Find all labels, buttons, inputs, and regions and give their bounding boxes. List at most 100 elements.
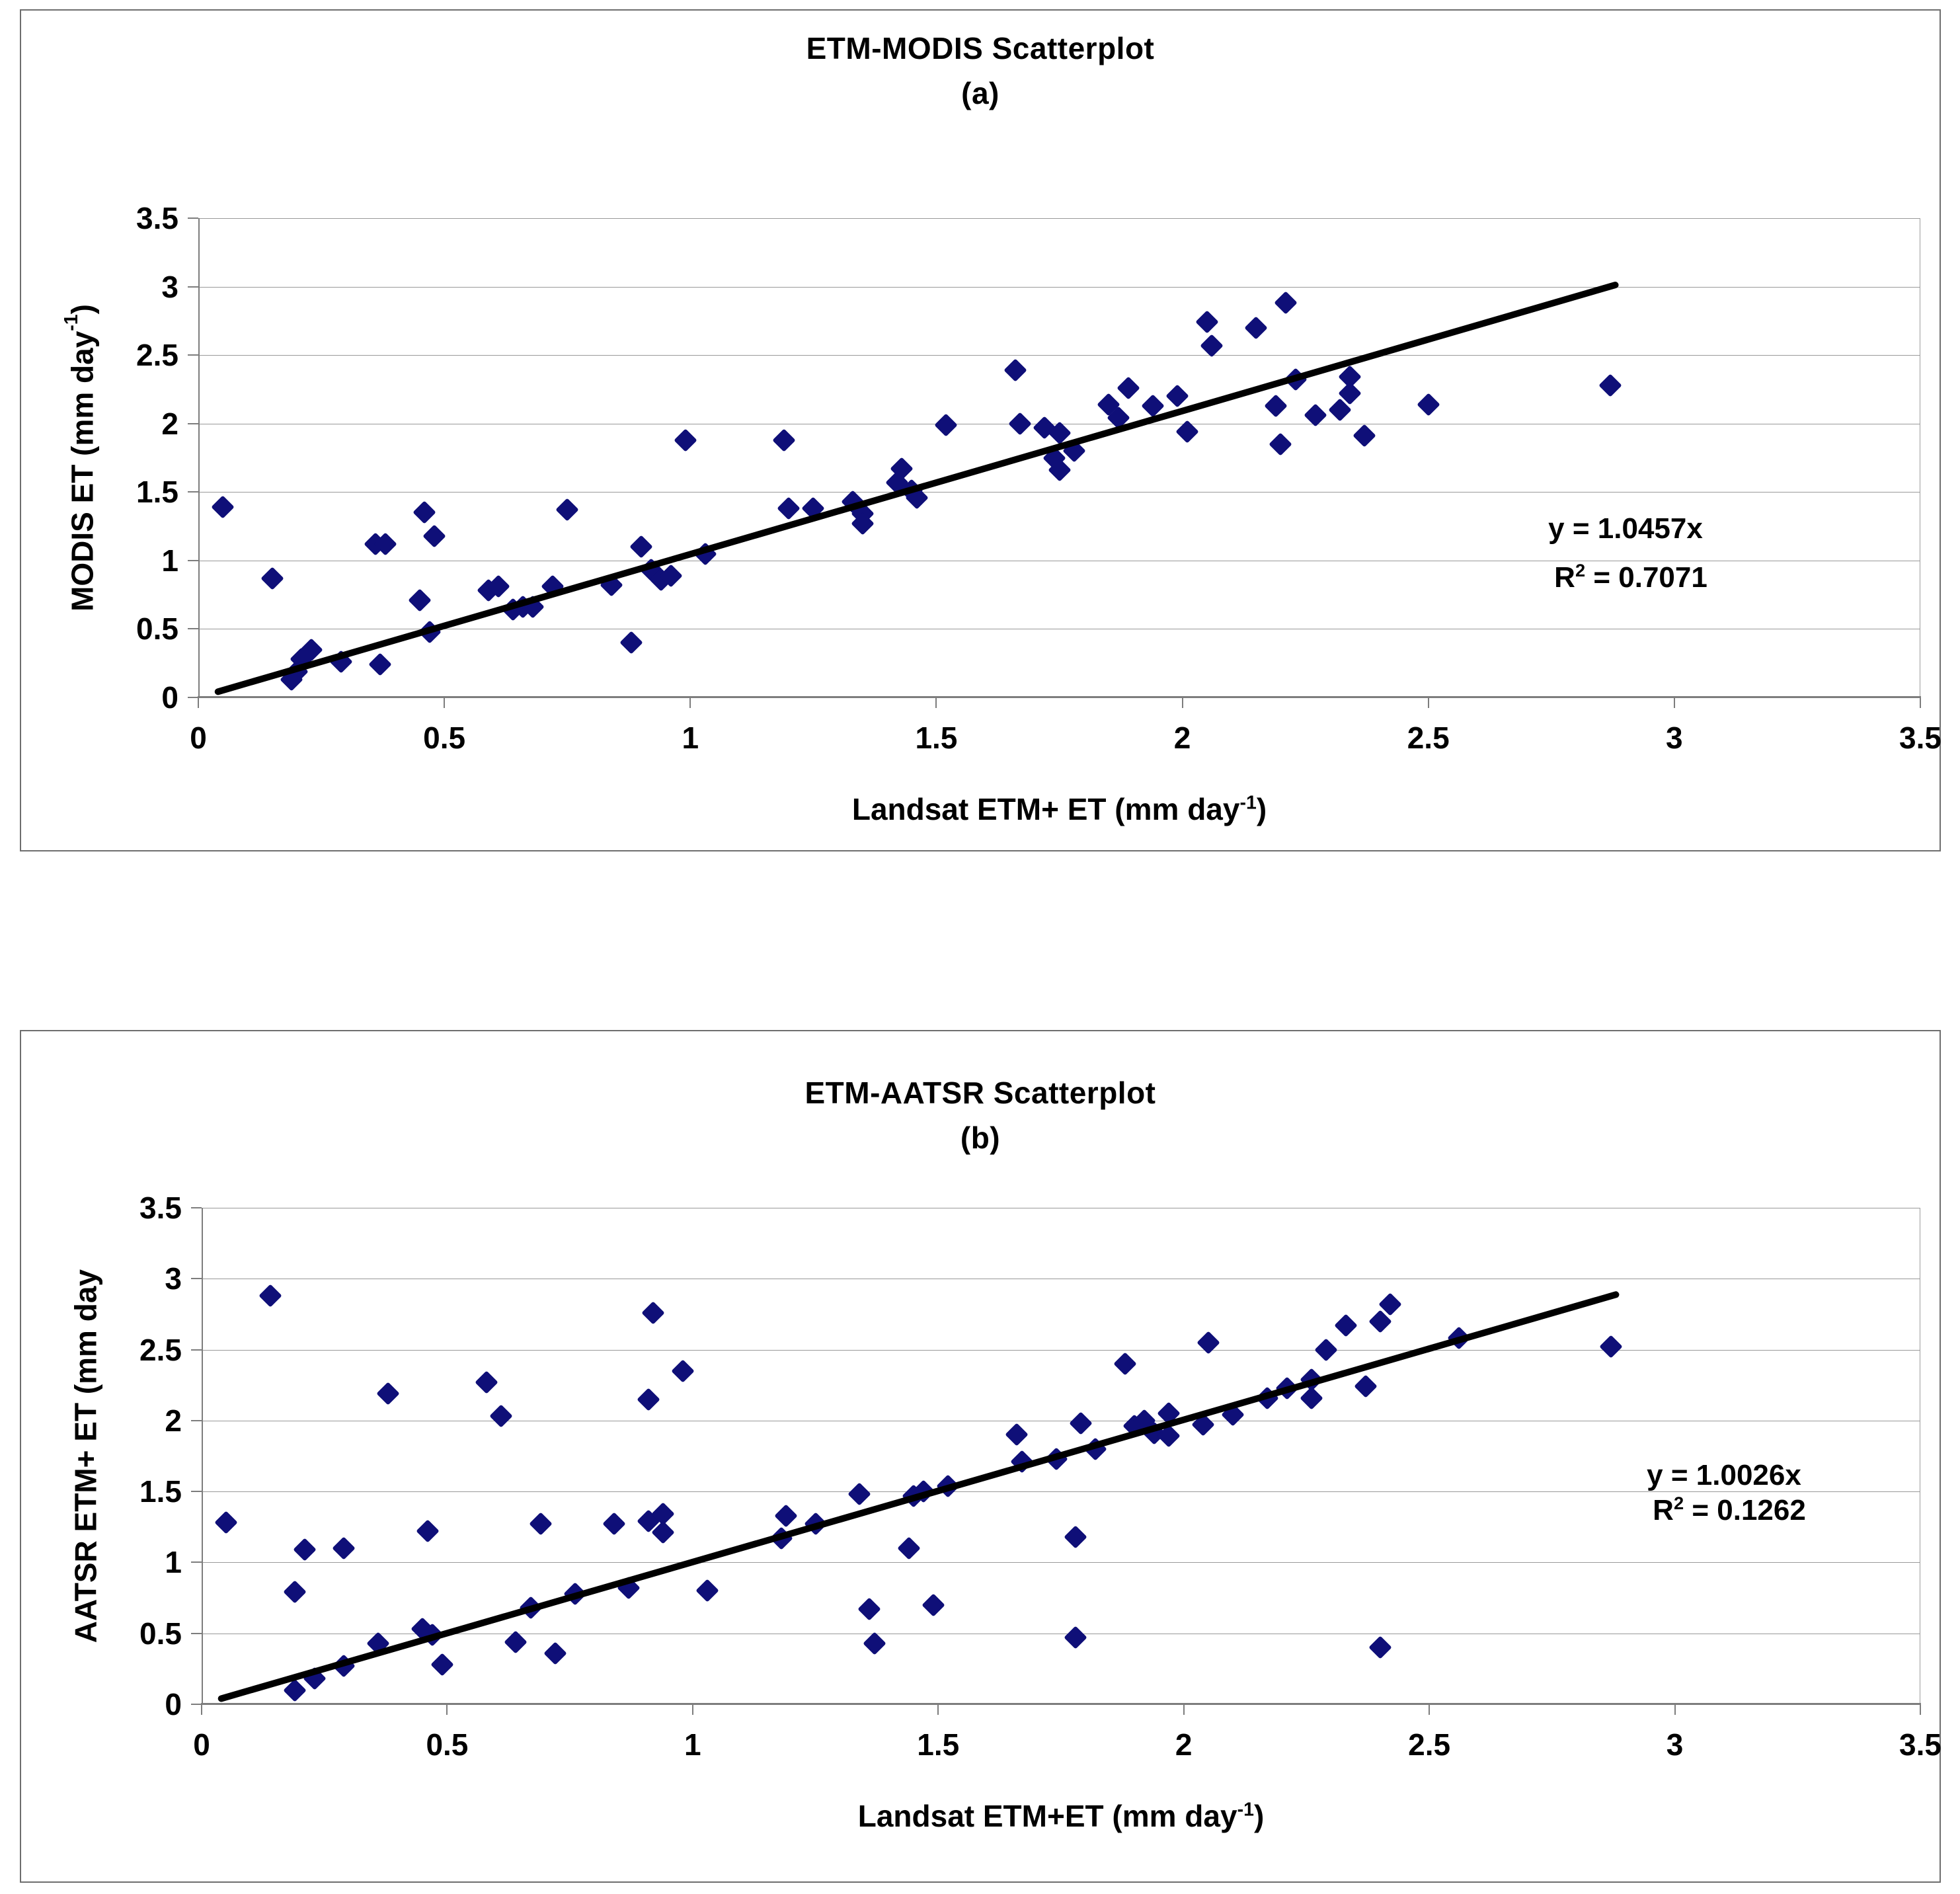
chart-b-title: ETM-AATSR Scatterplot xyxy=(804,1076,1156,1110)
data-point-diamond xyxy=(283,1580,307,1604)
data-point-diamond xyxy=(772,428,796,452)
data-point-diamond xyxy=(1191,1413,1216,1437)
data-point-diamond xyxy=(921,1593,945,1617)
y-tick-mark xyxy=(191,1561,202,1563)
x-tick-label: 3 xyxy=(1666,1727,1684,1762)
data-point-diamond xyxy=(777,496,801,520)
chart-etm-aatsr: ETM-AATSR Scatterplot (b) AATSR ETM+ ET … xyxy=(20,1030,1941,1883)
y-tick-label: 1.5 xyxy=(136,475,178,510)
y-tick-mark xyxy=(191,1632,202,1634)
data-point-diamond xyxy=(1009,1450,1034,1474)
data-point-diamond xyxy=(1117,376,1140,400)
data-point-diamond xyxy=(637,1387,660,1411)
data-point-diamond xyxy=(774,1503,798,1528)
y-axis-title-a-text: MODIS ET (mm day-1) xyxy=(61,304,100,612)
data-point-diamond xyxy=(1200,333,1224,358)
data-point-diamond xyxy=(1334,1314,1358,1337)
y-tick-mark xyxy=(191,1349,202,1351)
x-tick-mark xyxy=(201,1703,202,1715)
x-tick-mark xyxy=(1181,696,1183,708)
data-point-diamond xyxy=(368,652,393,676)
y-axis-line xyxy=(202,1208,203,1704)
x-tick-mark xyxy=(1673,696,1675,708)
data-point-diamond xyxy=(641,1301,666,1325)
data-point-diamond xyxy=(332,1536,356,1560)
y-tick-mark xyxy=(188,491,198,493)
chart-etm-modis: ETM-MODIS Scatterplot (a) MODIS ET (mm d… xyxy=(20,9,1941,851)
data-point-diamond xyxy=(671,1359,695,1383)
x-tick-mark xyxy=(1429,1703,1431,1715)
data-point-diamond xyxy=(1244,316,1268,340)
data-point-diamond xyxy=(897,1536,921,1560)
data-point-diamond xyxy=(1255,1386,1279,1410)
data-point-diamond xyxy=(1300,1386,1323,1410)
data-point-diamond xyxy=(619,631,643,654)
y-tick-mark xyxy=(188,422,198,424)
x-tick-label: 0 xyxy=(190,721,207,755)
data-point-diamond xyxy=(489,1404,513,1429)
data-point-diamond xyxy=(283,1678,307,1702)
data-point-diamond xyxy=(1196,1331,1220,1355)
x-axis-line xyxy=(202,1703,1920,1705)
x-tick-mark xyxy=(198,696,199,708)
y-axis-title-b-text: AATSR ETM+ ET (mm day xyxy=(68,1269,103,1643)
y-tick-label: 0.5 xyxy=(136,612,178,647)
data-point-diamond xyxy=(1599,1335,1623,1359)
data-point-diamond xyxy=(629,535,653,559)
x-tick-mark xyxy=(1674,1703,1676,1715)
data-point-diamond xyxy=(1275,1376,1299,1400)
data-point-diamond xyxy=(857,1597,881,1621)
x-tick-mark xyxy=(1920,696,1921,708)
x-tick-mark xyxy=(935,696,937,708)
data-point-diamond xyxy=(1069,1411,1093,1435)
data-point-diamond xyxy=(293,1538,317,1561)
x-tick-mark xyxy=(1427,696,1429,708)
data-point-diamond xyxy=(863,1632,886,1655)
y-tick-mark xyxy=(191,1278,202,1280)
data-point-diamond xyxy=(475,1370,498,1394)
y-tick-label: 3.5 xyxy=(136,201,178,235)
y-tick-mark xyxy=(191,1419,202,1421)
data-point-diamond xyxy=(695,1579,719,1603)
y-tick-label: 1.5 xyxy=(139,1474,182,1509)
data-point-diamond xyxy=(1005,1423,1029,1446)
data-point-diamond xyxy=(430,1653,454,1677)
data-point-diamond xyxy=(260,567,284,590)
x-tick-label: 3.5 xyxy=(1899,1727,1941,1762)
x-axis-title-b: Landsat ETM+ET (mm day-1) xyxy=(857,1799,1265,1833)
y-tick-label: 3.5 xyxy=(139,1191,182,1225)
data-point-diamond xyxy=(1165,384,1189,408)
data-point-diamond xyxy=(693,541,717,566)
y-tick-label: 2 xyxy=(161,406,178,441)
y-tick-mark xyxy=(188,354,198,356)
data-point-diamond xyxy=(600,573,623,597)
data-point-diamond xyxy=(528,1512,553,1536)
data-point-diamond xyxy=(303,1667,327,1691)
data-point-diamond xyxy=(1003,358,1027,382)
data-point-diamond xyxy=(1264,394,1288,418)
y-tick-mark xyxy=(188,628,198,630)
y-tick-label: 3 xyxy=(165,1261,182,1296)
y-axis-title-a: MODIS ET (mm day-1) xyxy=(54,218,107,697)
x-tick-label: 0.5 xyxy=(423,721,466,755)
x-tick-label: 3 xyxy=(1666,721,1683,755)
plot-area-a: MODIS ET (mm day-1) Landsat ETM+ ET (mm … xyxy=(61,201,1941,826)
y-tick-label: 0 xyxy=(161,680,178,715)
chart-a-title: ETM-MODIS Scatterplot xyxy=(806,31,1155,65)
data-point-diamond xyxy=(1274,291,1298,315)
x-tick-mark xyxy=(1183,1703,1185,1715)
equation-a: y = 1.0457x xyxy=(1548,512,1703,545)
x-tick-label: 1 xyxy=(684,1727,701,1762)
data-point-diamond xyxy=(555,498,579,522)
y-tick-label: 0.5 xyxy=(139,1616,182,1651)
data-point-diamond xyxy=(258,1284,282,1308)
data-point-diamond xyxy=(1269,432,1293,456)
equation-b: y = 1.0026x xyxy=(1647,1459,1801,1491)
data-point-diamond xyxy=(1368,1636,1392,1659)
data-point-diamond xyxy=(422,524,446,548)
data-point-diamond xyxy=(1008,412,1032,436)
x-tick-label: 1 xyxy=(682,721,699,755)
y-tick-mark xyxy=(188,286,198,288)
data-point-diamond xyxy=(1447,1326,1471,1351)
data-point-diamond xyxy=(847,1482,872,1507)
